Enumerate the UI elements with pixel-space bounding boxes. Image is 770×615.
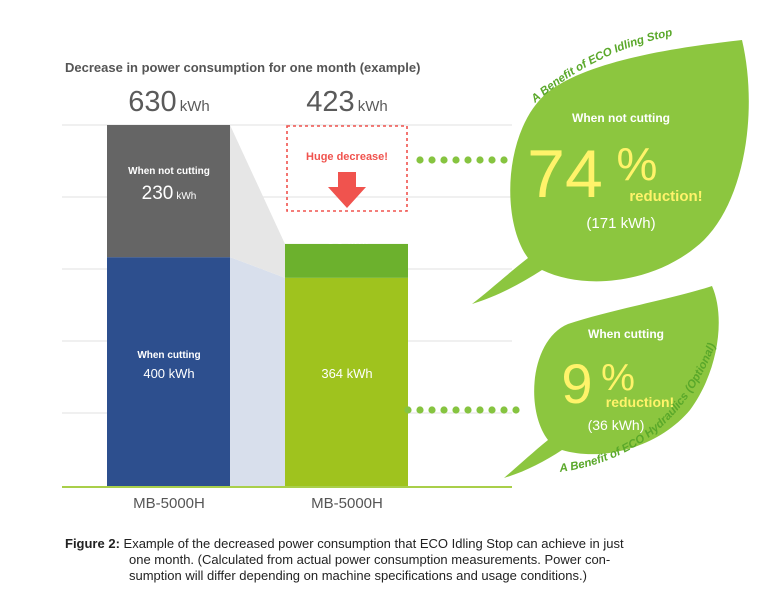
- bar-2-cutting: [285, 277, 408, 487]
- bars: [107, 125, 408, 487]
- bar1-top-title: When not cutting: [128, 166, 210, 177]
- leaf-top-reduction: reduction!: [629, 188, 702, 205]
- leaf-bottom-heading: When cutting: [588, 327, 664, 341]
- leader-dots-bottom: [404, 406, 520, 414]
- bar2-top-value: 59 kWh: [326, 229, 368, 248]
- bar-connector: [230, 125, 285, 487]
- leaf-bottom-shape: [504, 286, 719, 478]
- decrease-box: [286, 125, 408, 212]
- bar1-top-value: 230 kWh: [142, 183, 197, 204]
- bar-1-not-cutting: [107, 125, 230, 258]
- leaf-bottom-percent: 9: [561, 352, 592, 415]
- category-label-2: MB-5000H: [311, 495, 383, 512]
- leaf-top: A Benefit of ECO Idling Stop When not cu…: [472, 27, 749, 304]
- bar-1-cutting: [107, 257, 230, 487]
- bar2-bottom-value: 364 kWh: [321, 366, 372, 381]
- leaf-top-percent-sign: %: [617, 138, 658, 190]
- leader-dots-top: [416, 156, 508, 164]
- connector-cutting: [230, 257, 285, 487]
- leaf-bottom-reduction: reduction!: [606, 394, 674, 410]
- caption-line-3: sumption will differ depending on machin…: [129, 568, 587, 583]
- bar1-bottom-title: When cutting: [137, 350, 200, 361]
- down-arrow-icon: [328, 172, 366, 208]
- bar1-bottom-value: 400 kWh: [143, 366, 194, 381]
- connector-not-cutting: [230, 125, 285, 278]
- leaf-top-percent: 74: [527, 136, 603, 212]
- caption-line-2: one month. (Calculated from actual power…: [129, 552, 611, 567]
- caption-line-1: Example of the decreased power consumpti…: [123, 536, 624, 551]
- bar-2-not-cutting: [285, 243, 408, 278]
- total-label-2: 423 kWh: [306, 86, 387, 118]
- figure-caption: Figure 2: Example of the decreased power…: [65, 536, 735, 584]
- leaf-top-shape: [472, 40, 749, 304]
- total-label-1: 630 kWh: [128, 86, 209, 118]
- leaf-bottom: A Benefit of ECO Hydraulics (Optional) W…: [504, 286, 719, 478]
- leaf-bottom-percent-sign: %: [601, 357, 635, 399]
- leaf-bottom-kwh: (36 kWh): [588, 417, 645, 433]
- leaf-top-kwh: (171 kWh): [586, 215, 655, 232]
- leaf-top-heading: When not cutting: [572, 111, 670, 125]
- category-label-1: MB-5000H: [133, 495, 205, 512]
- decrease-label: Huge decrease!: [306, 151, 388, 163]
- caption-label: Figure 2:: [65, 536, 120, 551]
- chart-title: Decrease in power consumption for one mo…: [65, 60, 420, 75]
